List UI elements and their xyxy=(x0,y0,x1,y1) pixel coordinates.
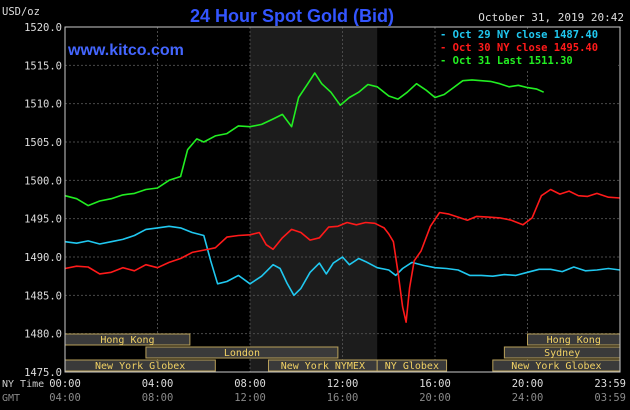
legend-entry-oct31: - Oct 31 Last 1511.30 xyxy=(440,55,573,67)
xtick-label-ny: 16:00 xyxy=(419,378,451,390)
series-line-2 xyxy=(64,72,545,207)
xtick-label-gmt: 16:00 xyxy=(327,392,359,404)
session-label: New York Globex xyxy=(95,361,185,372)
session-bar xyxy=(376,359,448,372)
session-label: London xyxy=(224,348,260,359)
xtick-label-ny: 23:59 xyxy=(594,378,626,390)
ytick-label: 1520.0 xyxy=(24,22,62,34)
legend-entry-oct30: - Oct 30 NY close 1495.40 xyxy=(440,42,598,54)
ytick-label: 1475.0 xyxy=(24,367,62,379)
timestamp: October 31, 2019 20:42 xyxy=(478,11,624,24)
ytick-label: 1495.0 xyxy=(24,214,62,226)
session-label: NY Globex xyxy=(385,361,439,372)
xtick-label-gmt: 04:00 xyxy=(49,392,81,404)
session-bar xyxy=(145,346,339,359)
xtick-label-gmt: 12:00 xyxy=(234,392,266,404)
series-line-1 xyxy=(64,188,621,323)
unit-label: USD/oz xyxy=(2,6,40,18)
legend-box xyxy=(440,29,618,69)
xtick-label-ny: 04:00 xyxy=(142,378,174,390)
ytick-label: 1510.0 xyxy=(24,99,62,111)
xtick-label-ny: 08:00 xyxy=(234,378,266,390)
ny-time-label: NY Time xyxy=(2,379,44,390)
xtick-label-gmt: 24:00 xyxy=(512,392,544,404)
ytick-label: 1500.0 xyxy=(24,175,62,187)
ytick-label: 1505.0 xyxy=(24,137,62,149)
ytick-label: 1490.0 xyxy=(24,252,62,264)
session-label: New York NYMEX xyxy=(281,361,365,372)
session-label: New York Globex xyxy=(511,361,601,372)
plot-frame xyxy=(64,26,621,373)
legend-entry-oct29: - Oct 29 NY close 1487.40 xyxy=(440,29,598,41)
watermark-url[interactable]: www.kitco.com xyxy=(67,42,184,59)
highlight-band xyxy=(250,27,378,372)
xtick-label-gmt: 03:59 xyxy=(594,392,626,404)
session-label: Hong Kong xyxy=(547,335,601,346)
xtick-label-ny: 00:00 xyxy=(49,378,81,390)
xtick-label-ny: 12:00 xyxy=(327,378,359,390)
chart-title: 24 Hour Spot Gold (Bid) xyxy=(190,6,394,26)
session-label: Sydney xyxy=(544,348,580,359)
legend: - Oct 29 NY close 1487.40 - Oct 30 NY cl… xyxy=(440,29,618,69)
ytick-label: 1485.0 xyxy=(24,290,62,302)
session-label: Hong Kong xyxy=(100,335,154,346)
xtick-label-gmt: 08:00 xyxy=(142,392,174,404)
xtick-label-gmt: 20:00 xyxy=(419,392,451,404)
series-line-0 xyxy=(64,225,621,297)
ytick-label: 1515.0 xyxy=(24,60,62,72)
gmt-label: GMT xyxy=(2,393,20,404)
xtick-label-ny: 20:00 xyxy=(512,378,544,390)
ytick-label: 1480.0 xyxy=(24,329,62,341)
